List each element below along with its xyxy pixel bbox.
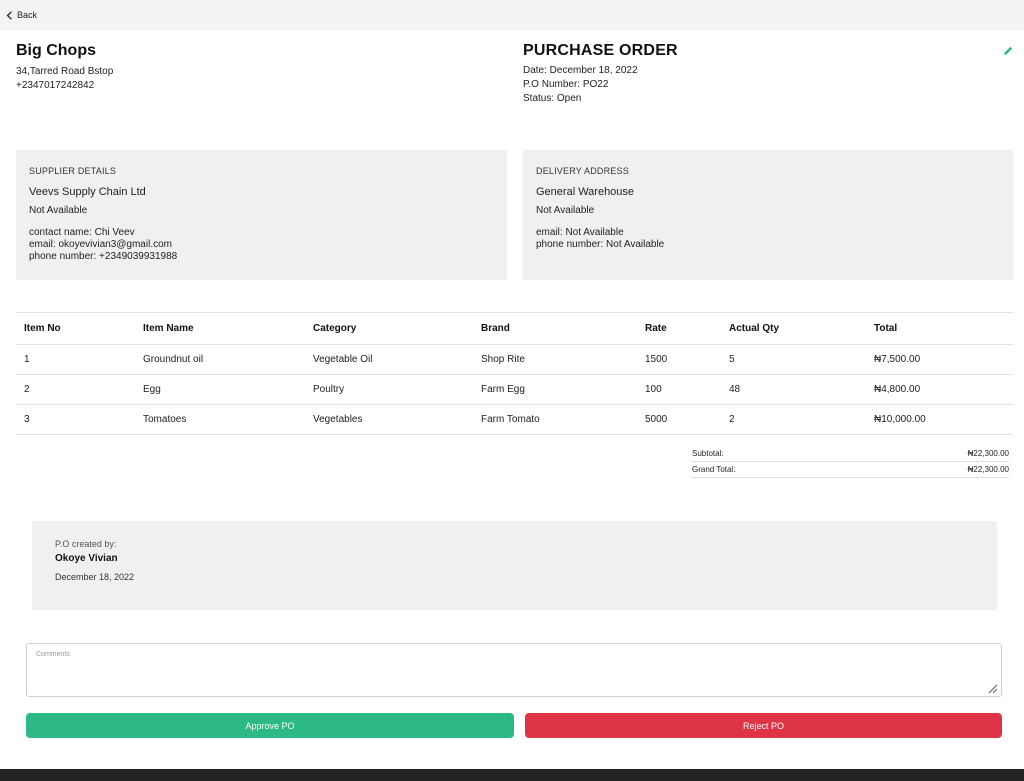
- cell-category: Poultry: [305, 374, 473, 405]
- supplier-name: Veevs Supply Chain Ltd: [29, 186, 146, 198]
- col-header-total: Total: [866, 312, 1013, 345]
- created-by-label: P.O created by:: [55, 539, 117, 549]
- back-link[interactable]: Back: [6, 10, 37, 20]
- supplier-heading: SUPPLIER DETAILS: [29, 166, 117, 176]
- po-info: PURCHASE ORDER Date: December 18, 2022 P…: [523, 42, 678, 106]
- col-header-item-name: Item Name: [135, 312, 305, 345]
- delivery-name: General Warehouse: [536, 186, 635, 198]
- table-row: 3 Tomatoes Vegetables Farm Tomato 5000 2…: [16, 404, 1013, 435]
- company-name: Big Chops: [16, 42, 96, 59]
- cell-category: Vegetables: [305, 404, 473, 435]
- approve-po-button[interactable]: Approve PO: [26, 713, 514, 738]
- cell-total: ₦4,800.00: [866, 374, 1013, 405]
- cell-item-no: 2: [16, 374, 135, 405]
- cell-item-name: Tomatoes: [135, 404, 305, 435]
- company-info: Big Chops 34,Tarred Road Bstop +23470172…: [16, 42, 113, 93]
- cell-total: ₦10,000.00: [866, 404, 1013, 435]
- top-bar: Back: [0, 0, 1024, 30]
- created-by-name: Okoye Vivian: [55, 553, 118, 564]
- cell-item-no: 3: [16, 404, 135, 435]
- cell-actual-qty: 2: [721, 404, 866, 435]
- delivery-address: Not Available: [536, 205, 595, 216]
- po-number: P.O Number: PO22: [523, 79, 609, 90]
- reject-po-button[interactable]: Reject PO: [525, 713, 1002, 738]
- cell-brand: Farm Tomato: [473, 404, 637, 435]
- table-row: 2 Egg Poultry Farm Egg 100 48 ₦4,800.00: [16, 374, 1013, 405]
- cell-item-name: Egg: [135, 374, 305, 405]
- resize-grip-icon[interactable]: [988, 684, 998, 694]
- delivery-address-card: DELIVERY ADDRESS General Warehouse Not A…: [523, 150, 1013, 280]
- col-header-item-no: Item No: [16, 312, 135, 345]
- col-header-brand: Brand: [473, 312, 637, 345]
- back-label: Back: [17, 10, 38, 20]
- comments-input[interactable]: [26, 643, 1002, 697]
- supplier-address: Not Available: [29, 205, 88, 216]
- cell-total: ₦7,500.00: [866, 344, 1013, 375]
- cell-rate: 100: [637, 374, 721, 405]
- col-header-category: Category: [305, 312, 473, 345]
- delivery-phone: phone number: Not Available: [536, 239, 665, 250]
- cell-brand: Farm Egg: [473, 374, 637, 405]
- po-created-by-card: P.O created by: Okoye Vivian December 18…: [32, 521, 997, 610]
- grand-total-label: Grand Total:: [692, 465, 736, 474]
- cell-rate: 1500: [637, 344, 721, 375]
- table-header-row: Item No Item Name Category Brand Rate Ac…: [16, 312, 1013, 345]
- totals-summary: Subtotal: ₦22,300.00 Grand Total: ₦22,30…: [692, 446, 1009, 478]
- supplier-contact-name: contact name: Chi Veev: [29, 227, 135, 238]
- delivery-heading: DELIVERY ADDRESS: [536, 166, 629, 176]
- table-row: 1 Groundnut oil Vegetable Oil Shop Rite …: [16, 344, 1013, 375]
- pencil-icon[interactable]: [1002, 45, 1014, 57]
- cell-actual-qty: 48: [721, 374, 866, 405]
- cell-actual-qty: 5: [721, 344, 866, 375]
- supplier-details-card: SUPPLIER DETAILS Veevs Supply Chain Ltd …: [16, 150, 507, 280]
- delivery-email: email: Not Available: [536, 227, 624, 238]
- grand-total-value: ₦22,300.00: [967, 465, 1009, 474]
- grand-total-row: Grand Total: ₦22,300.00: [692, 462, 1009, 478]
- cell-item-name: Groundnut oil: [135, 344, 305, 375]
- bottom-bar: [0, 769, 1024, 781]
- company-address: 34,Tarred Road Bstop: [16, 66, 114, 77]
- page-title: PURCHASE ORDER: [523, 42, 678, 59]
- cell-category: Vegetable Oil: [305, 344, 473, 375]
- items-table: Item No Item Name Category Brand Rate Ac…: [16, 312, 1013, 435]
- po-status: Status: Open: [523, 93, 582, 104]
- subtotal-row: Subtotal: ₦22,300.00: [692, 446, 1009, 462]
- created-date: December 18, 2022: [55, 572, 135, 582]
- col-header-rate: Rate: [637, 312, 721, 345]
- supplier-phone: phone number: +2349039931988: [29, 251, 178, 262]
- col-header-actual-qty: Actual Qty: [721, 312, 866, 345]
- chevron-left-icon: [6, 10, 12, 20]
- po-date: Date: December 18, 2022: [523, 65, 638, 76]
- supplier-email: email: okoyevivian3@gmail.com: [29, 239, 172, 250]
- cell-brand: Shop Rite: [473, 344, 637, 375]
- cell-rate: 5000: [637, 404, 721, 435]
- cell-item-no: 1: [16, 344, 135, 375]
- subtotal-label: Subtotal:: [692, 449, 724, 458]
- subtotal-value: ₦22,300.00: [967, 449, 1009, 458]
- company-phone: +2347017242842: [16, 80, 95, 91]
